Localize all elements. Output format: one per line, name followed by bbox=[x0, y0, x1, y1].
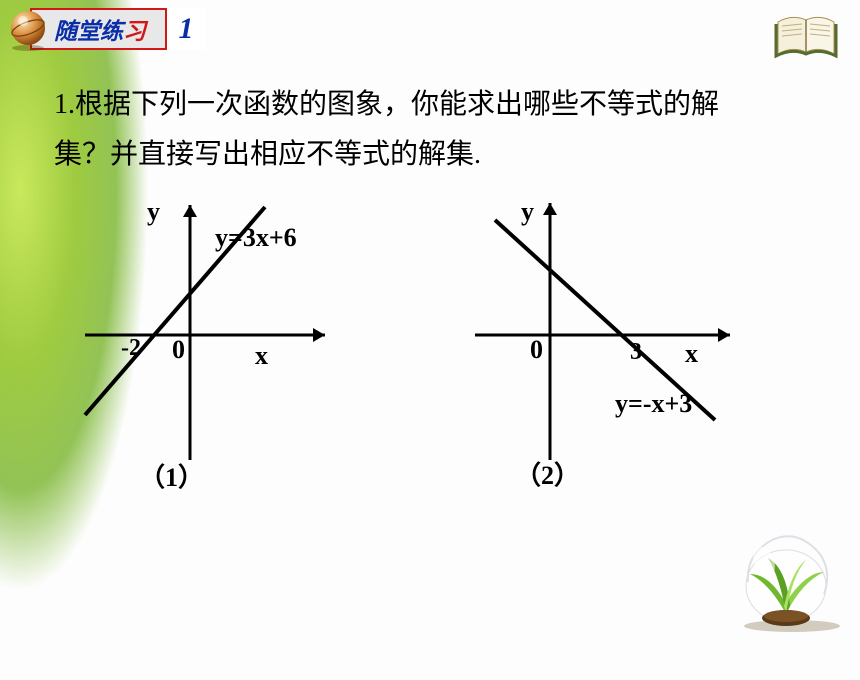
graph-2: y x 0 3 y=-x+3 （2） bbox=[475, 195, 815, 485]
graph2-x-label: x bbox=[685, 339, 698, 369]
graph1-equation: y=3x+6 bbox=[215, 223, 297, 253]
graph-1: y x 0 -2 y=3x+6 （1） bbox=[75, 195, 415, 485]
lightbulb-plant-icon bbox=[720, 514, 850, 639]
graph1-y-label: y bbox=[147, 197, 160, 227]
graphs-container: y x 0 -2 y=3x+6 （1） y x 0 3 y=-x+3 （2） bbox=[75, 195, 795, 495]
header-number: 1 bbox=[165, 8, 205, 50]
book-icon bbox=[768, 6, 848, 69]
graph1-sublabel: （1） bbox=[139, 457, 204, 494]
header-title-p1: 随堂练 bbox=[54, 18, 123, 44]
graph1-xint: -2 bbox=[121, 335, 141, 362]
graph2-y-label: y bbox=[521, 197, 534, 227]
header-banner: 随堂练习 1 bbox=[30, 8, 205, 50]
graph2-origin: 0 bbox=[530, 335, 543, 365]
question-line1: 1.根据下列一次函数的图象，你能求出哪些不等式的解 bbox=[54, 80, 814, 130]
question-line2: 集？并直接写出相应不等式的解集. bbox=[54, 130, 814, 180]
graph2-sublabel: （2） bbox=[515, 455, 580, 492]
graph2-equation: y=-x+3 bbox=[615, 389, 692, 419]
graph-2-svg bbox=[475, 195, 815, 485]
graph1-x-label: x bbox=[255, 341, 268, 371]
globe-icon bbox=[4, 4, 52, 57]
header-title-p2: 习 bbox=[123, 18, 146, 44]
question-text: 1.根据下列一次函数的图象，你能求出哪些不等式的解 集？并直接写出相应不等式的解… bbox=[54, 80, 814, 181]
graph2-xint: 3 bbox=[630, 339, 642, 366]
graph1-origin: 0 bbox=[172, 335, 185, 365]
